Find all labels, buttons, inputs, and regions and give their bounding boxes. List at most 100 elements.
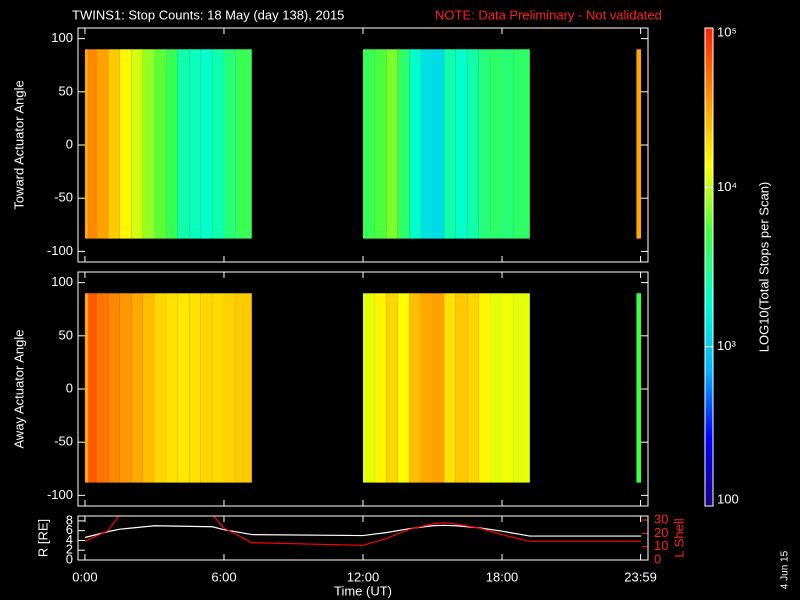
heatmap-cell: [200, 293, 213, 483]
y-tick-label: 0: [66, 551, 73, 566]
heatmap-cell: [502, 293, 514, 483]
y-tick-label: 0: [66, 136, 73, 151]
heatmap-cell: [88, 49, 97, 239]
heatmap-cell: [131, 293, 143, 483]
x-tick-label: 0:00: [72, 569, 97, 584]
x-tick-label: 18:00: [486, 569, 519, 584]
heatmap-cell: [397, 293, 410, 483]
x-tick-label: 6:00: [211, 569, 236, 584]
y2-tick-label: 0: [654, 551, 661, 566]
heatmap-cell: [200, 49, 213, 239]
y-tick-label: 100: [51, 30, 73, 45]
heatmap-cell: [96, 49, 109, 239]
heatmap-cell: [96, 293, 109, 483]
y2-axis-label: L Shell: [671, 518, 686, 557]
date-stamp: 4 Jun 15: [780, 550, 791, 589]
heatmap-cell: [444, 293, 456, 483]
y-tick-label: 6: [66, 522, 73, 537]
heatmap-cell: [420, 49, 433, 239]
heatmap-cell: [432, 49, 445, 239]
series-line: [84, 524, 642, 539]
y-axis-label: R [RE]: [35, 519, 50, 557]
series-line: [84, 516, 642, 546]
heatmap-cell: [409, 293, 421, 483]
heatmap-cell: [513, 49, 530, 239]
colorbar-tick-label: 100: [717, 491, 739, 506]
heatmap-cell: [119, 293, 132, 483]
heatmap-cell: [363, 293, 375, 483]
heatmap-cell: [84, 49, 89, 239]
heatmap-cell: [108, 293, 120, 483]
heatmap-cell: [420, 293, 433, 483]
y-axis-label: Toward Actuator Angle: [11, 80, 26, 209]
heatmap-cell: [154, 293, 167, 483]
y-tick-label: -50: [54, 434, 73, 449]
heatmap-cell: [467, 293, 479, 483]
y-tick-label: 4: [66, 532, 73, 547]
colorbar-tick-label: 10³: [717, 338, 736, 353]
heatmap-cell: [386, 293, 398, 483]
y-tick-label: 0: [66, 380, 73, 395]
heatmap-cell: [166, 293, 178, 483]
heatmap-cell: [455, 293, 468, 483]
colorbar: [704, 27, 714, 507]
heatmap-cell: [119, 49, 132, 239]
heatmap-cell: [235, 49, 252, 239]
heatmap-cell: [490, 49, 503, 239]
heatmap-cell: [223, 293, 236, 483]
heatmap-cell: [467, 49, 479, 239]
heatmap-cell: [397, 49, 410, 239]
heatmap-cell: [478, 293, 491, 483]
colorbar-label: LOG10(Total Stops per Scan): [756, 182, 771, 353]
y-tick-label: 50: [59, 327, 73, 342]
y-tick-label: -50: [54, 190, 73, 205]
heatmap-cell: [636, 293, 642, 483]
heatmap-cell: [142, 293, 155, 483]
y-tick-label: -100: [47, 487, 73, 502]
heatmap-cell: [212, 293, 224, 483]
colorbar-tick-label: 10⁵: [717, 24, 737, 39]
heatmap-cell: [409, 49, 421, 239]
y-tick-label: 100: [51, 274, 73, 289]
y2-tick-label: 10: [654, 538, 668, 553]
heatmap-cell: [212, 49, 224, 239]
heatmap-cell: [189, 49, 201, 239]
x-tick-label: 23:59: [624, 569, 657, 584]
heatmap-cell: [363, 49, 375, 239]
heatmap-cell: [636, 49, 642, 239]
heatmap-cell: [432, 293, 445, 483]
heatmap-cell: [386, 49, 398, 239]
x-tick-label: 12:00: [347, 569, 380, 584]
heatmap-cell: [478, 49, 491, 239]
y-axis-label: Away Actuator Angle: [11, 329, 26, 448]
heatmap-cell: [490, 293, 503, 483]
heatmap-cell: [88, 293, 97, 483]
heatmap-cell: [502, 49, 514, 239]
heatmap-cell: [455, 49, 468, 239]
y-tick-label: -100: [47, 243, 73, 258]
note: NOTE: Data Preliminary - Not validated: [435, 7, 662, 22]
heatmap-cell: [142, 49, 155, 239]
heatmap-cell: [189, 293, 201, 483]
y-tick-label: 8: [66, 512, 73, 527]
y2-tick-label: 30: [654, 511, 668, 526]
heatmap-cell: [444, 49, 456, 239]
y-tick-label: 50: [59, 83, 73, 98]
heatmap-cell: [154, 49, 167, 239]
heatmap-cell: [84, 293, 89, 483]
y-tick-label: 2: [66, 542, 73, 557]
heatmap-cell: [131, 49, 143, 239]
colorbar-tick-label: 10⁴: [717, 179, 737, 194]
y2-tick-label: 20: [654, 525, 668, 540]
heatmap-cell: [177, 293, 190, 483]
heatmap-cell: [177, 49, 190, 239]
heatmap-cell: [374, 49, 387, 239]
plot-area: [84, 516, 642, 546]
chart-title: TWINS1: Stop Counts: 18 May (day 138), 2…: [72, 7, 344, 22]
heatmap-cell: [513, 293, 530, 483]
heatmap-cell: [235, 293, 252, 483]
heatmap-cell: [223, 49, 236, 239]
x-axis-label: Time (UT): [334, 583, 392, 598]
heatmap-cell: [108, 49, 120, 239]
